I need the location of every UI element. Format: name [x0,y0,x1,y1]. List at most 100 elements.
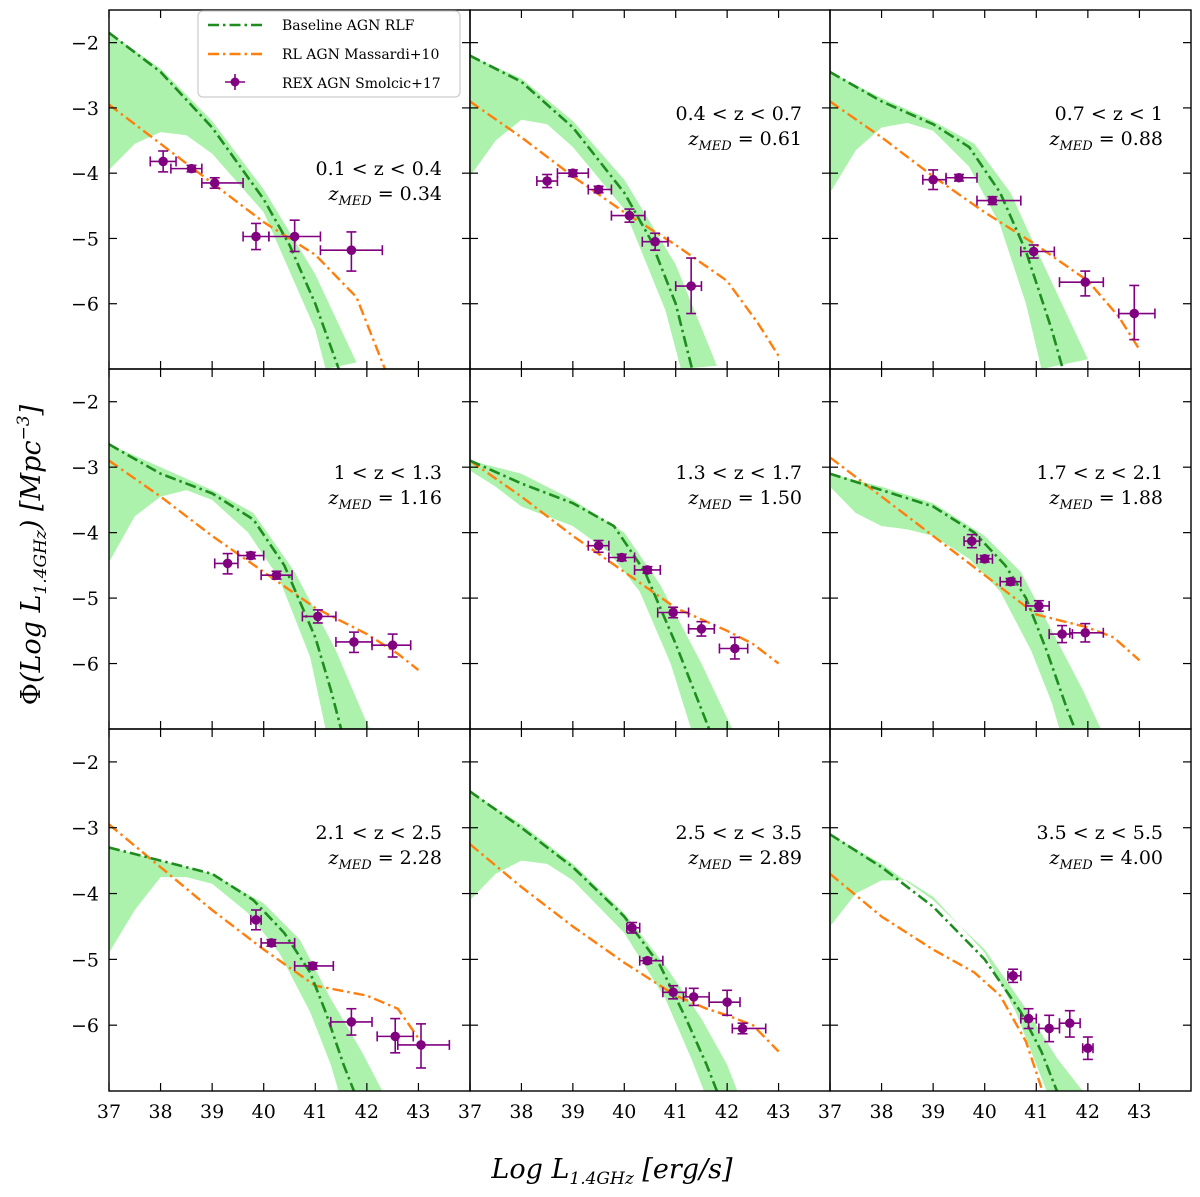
panel-5: 1.3 < z < 1.7 zMED = 1.50 [469,368,831,730]
rex-marker [730,643,740,654]
rex-marker [313,611,323,622]
baseline-uncertainty-band [109,444,370,729]
y-axis-title: Φ(Log L1.4GHz) [Mpc−3] [14,404,51,705]
redshift-annotation: 0.7 < z < 1 zMED = 0.88 [1048,103,1163,154]
rex-marker [251,915,261,925]
panel-frame [108,368,471,730]
legend-rex-label: REX AGN Smolcic+17 [282,76,441,92]
rex-point [371,633,412,658]
legend-massardi-label: RL AGN Massardi+10 [282,47,439,63]
baseline-uncertainty-band [830,834,1083,1091]
median-redshift-label: zMED = 1.50 [687,487,802,513]
rex-marker [593,540,604,551]
x-tick-label: 43 [406,1101,430,1123]
rex-point [1020,1007,1038,1030]
baseline-curve [470,459,711,729]
median-redshift-label: zMED = 0.88 [1048,128,1163,154]
rex-point [242,222,270,251]
rex-marker [1023,1013,1034,1024]
rex-marker [1028,246,1039,257]
rex-point [731,1022,767,1035]
x-tick-label: 42 [1076,1101,1100,1123]
rex-marker [737,1023,748,1034]
y-tick-label: −4 [71,163,99,185]
rex-marker [627,922,637,933]
redshift-range-label: 0.7 < z < 1 [1055,103,1163,125]
rex-marker [209,178,220,188]
massardi-curve [470,100,780,357]
rex-point [963,533,981,549]
x-tick-label: 41 [1024,1101,1048,1123]
panel-plot-area [109,823,451,1091]
panels: −2 −3 −4 −5 −6 0.1 < z < 0.4 zMED = 0.34 0.4 < … [71,9,1192,1123]
x-tick-label: 37 [818,1101,842,1123]
median-redshift-label: zMED = 4.00 [1048,847,1163,873]
y-tick-label: −5 [71,949,99,971]
rex-marker [346,1017,357,1027]
rex-point [213,552,239,575]
redshift-annotation: 2.5 < z < 3.5 zMED = 2.89 [676,822,802,873]
redshift-range-label: 0.1 < z < 0.4 [316,158,442,180]
baseline-uncertainty-band [830,473,1101,729]
rex-point [536,173,559,189]
panel-plot-area [109,443,420,729]
x-tick-label: 42 [355,1101,379,1123]
rex-point [237,550,265,561]
median-redshift-label: zMED = 2.89 [687,847,802,873]
rex-marker [186,163,197,174]
y-tick-label: −6 [71,654,99,676]
rex-point [945,172,978,183]
rex-point [610,208,646,223]
median-redshift-label: zMED = 2.28 [327,847,442,873]
rex-marker [390,1031,401,1042]
massardi-curve [109,823,420,1039]
panel-9: 37 38 39 40 41 42 43 3.5 < z < 5.5 zMED = 4.00 [818,728,1192,1123]
rex-point [1020,244,1056,259]
rex-point [641,232,669,252]
rex-marker [1080,277,1091,287]
rex-marker [246,550,256,561]
rex-marker [722,997,732,1007]
massardi-curve [830,872,1043,1089]
y-tick-label: −5 [71,588,99,610]
panel-frame [829,728,1192,1092]
x-tick-label: 37 [97,1101,121,1123]
panel-frame [469,728,831,1092]
legend-baseline-label: Baseline AGN RLF [282,18,415,34]
baseline-uncertainty-band [109,847,383,1091]
rex-marker [642,955,653,966]
baseline-curve [109,443,343,729]
rex-point [1118,284,1156,341]
rex-point [1038,1014,1061,1043]
rex-marker [307,961,318,971]
y-tick-label: −6 [71,1015,99,1037]
rex-marker [593,184,604,195]
massardi-curve [830,100,1141,351]
rex-marker [668,987,678,998]
x-tick-label: 39 [200,1101,224,1123]
rex-marker [616,552,627,563]
redshift-range-label: 3.5 < z < 5.5 [1037,822,1163,844]
redshift-range-label: 2.5 < z < 3.5 [676,822,802,844]
redshift-range-label: 1.3 < z < 1.7 [676,462,802,484]
panel-2: 0.4 < z < 0.7 zMED = 0.61 [469,9,831,370]
x-tick-label: 41 [664,1101,688,1123]
x-tick-label: 39 [561,1101,585,1123]
redshift-annotation: 1.3 < z < 1.7 zMED = 1.50 [676,462,802,513]
rex-marker [158,156,168,167]
legend-frame [197,10,461,98]
rex-point [396,1023,451,1069]
rex-marker [696,624,707,634]
massardi-curve [470,459,780,665]
rex-marker [686,281,696,291]
rex-marker [624,210,635,221]
panel-8: 37 38 39 40 41 42 43 2.5 < z < 3.5 zMED = 2.89 [458,728,831,1123]
massardi-curve [470,843,780,1053]
x-tick-label: 42 [715,1101,739,1123]
x-tick-label: 38 [869,1101,893,1123]
rex-point [1007,968,1022,984]
x-axis-title: Log L1.4GHz [erg/s] [490,1154,733,1189]
rex-point [201,176,244,189]
rex-point [260,570,293,581]
y-tick-label: −3 [71,818,99,840]
